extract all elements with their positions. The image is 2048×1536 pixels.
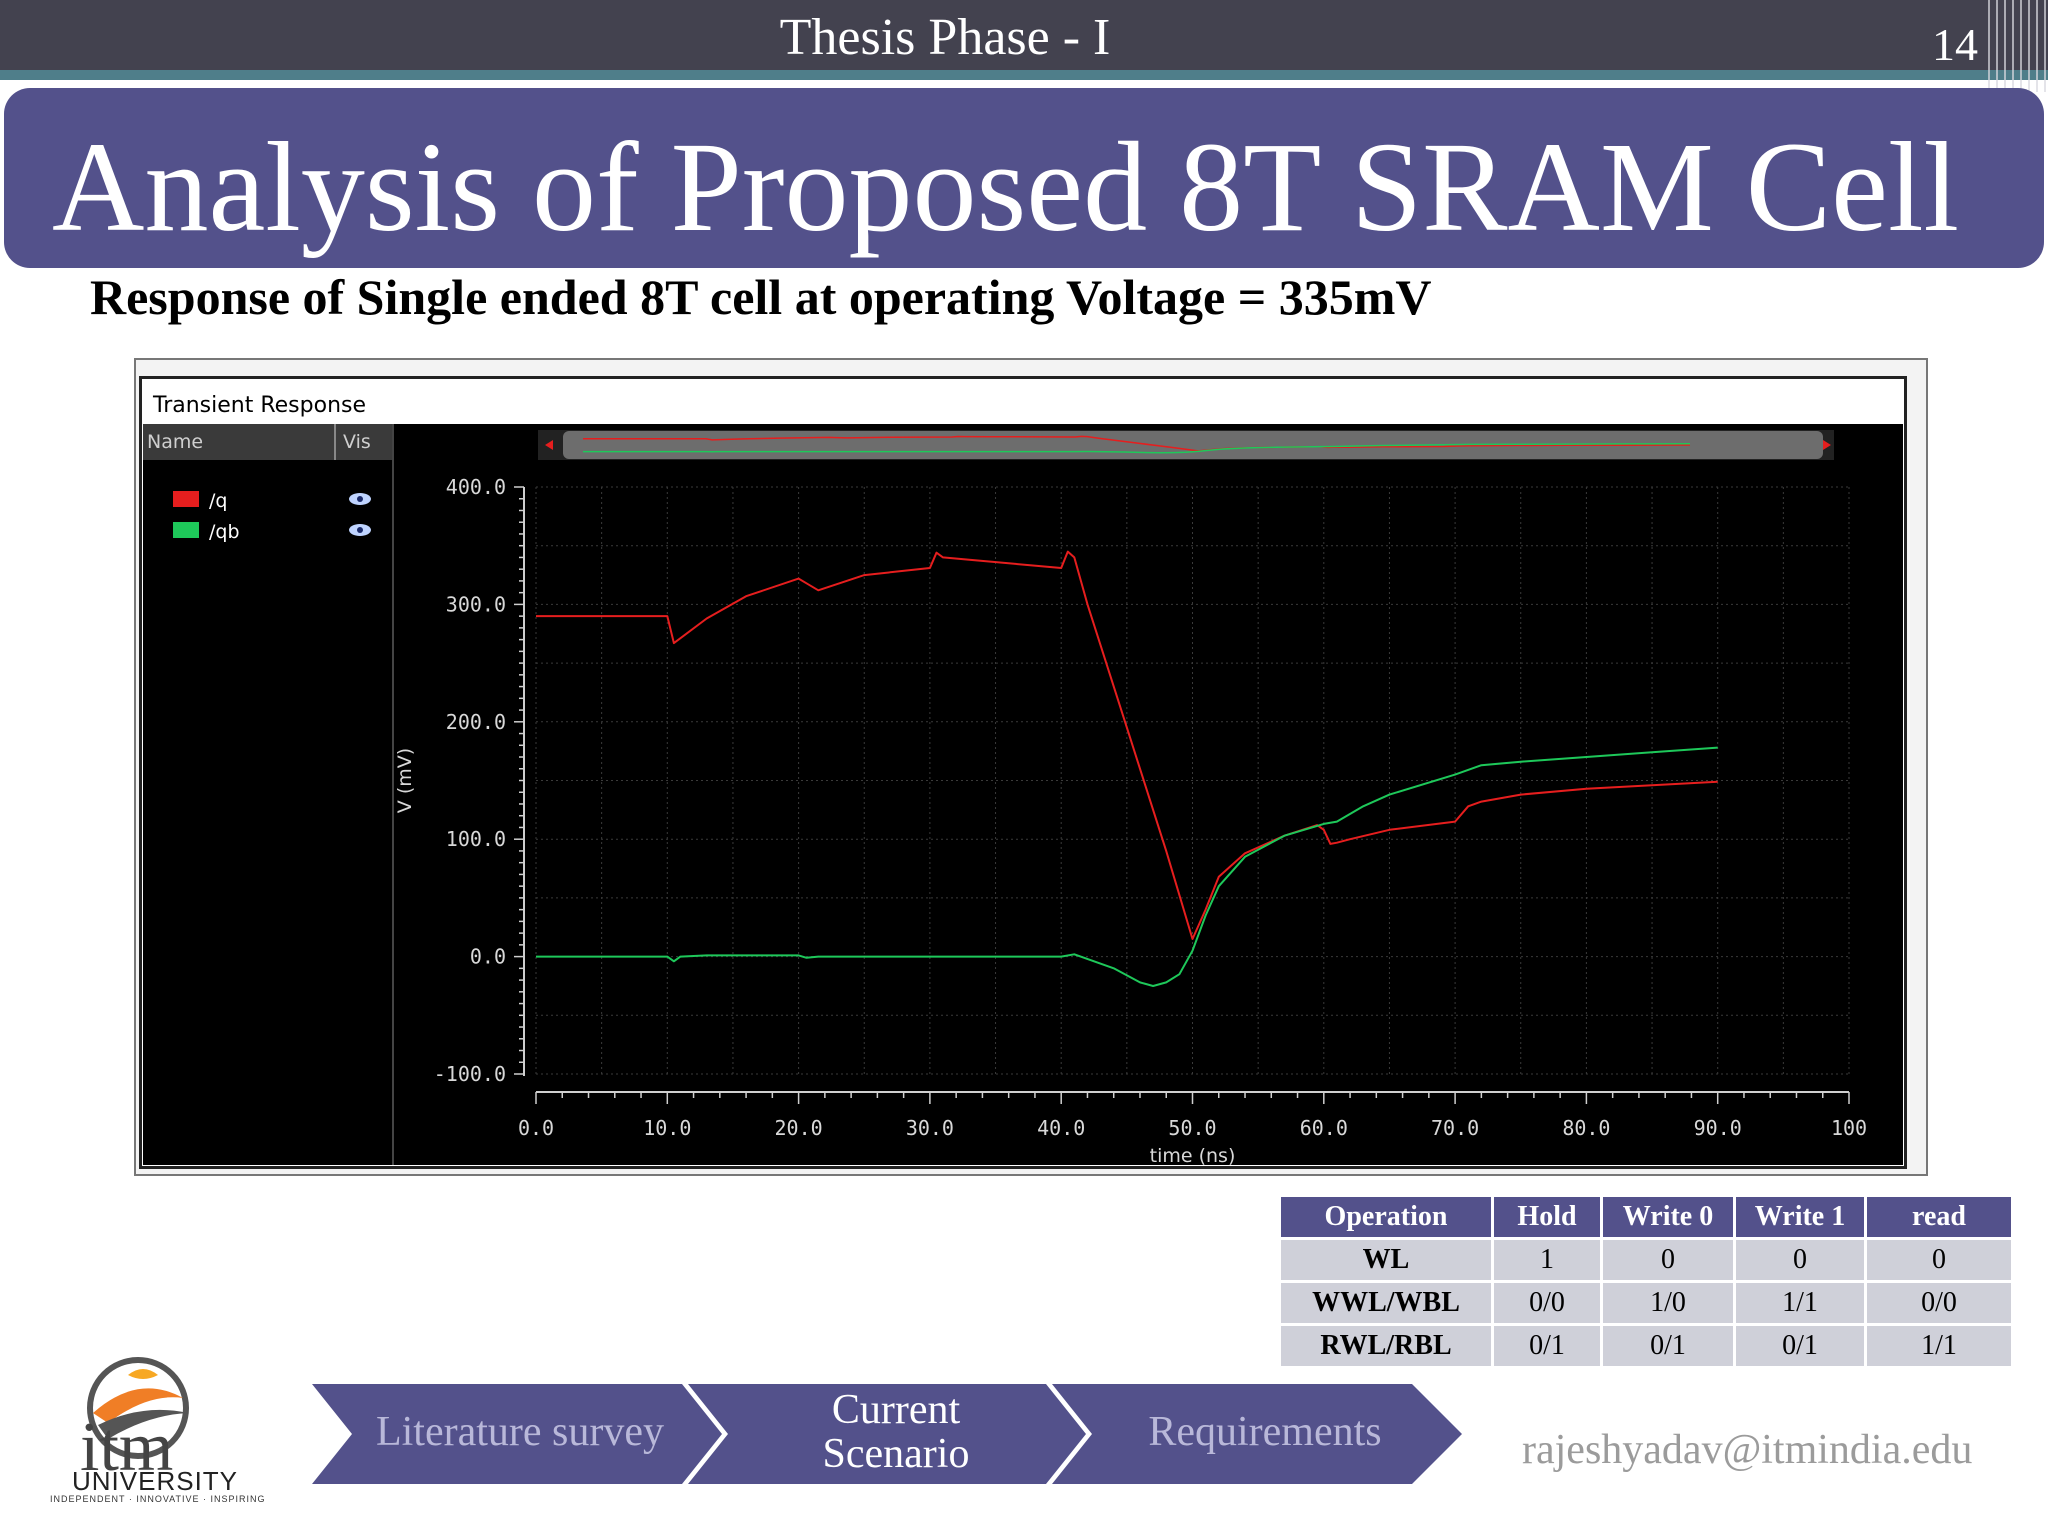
y-tick-label: 100.0 <box>446 827 506 851</box>
legend-col-vis[interactable]: Vis <box>343 431 371 453</box>
overview-line-q <box>583 435 1691 452</box>
table-cell: 1/0 <box>1603 1283 1733 1323</box>
transient-response-chart: Transient Response Name Vis /q/qb -100.0… <box>143 380 1903 1165</box>
table-cell: 1/1 <box>1736 1283 1864 1323</box>
x-tick-label: 50.0 <box>1168 1116 1216 1140</box>
x-axis-label: time (ns) <box>1150 1145 1236 1165</box>
nav-arrow-current[interactable] <box>688 1384 1086 1484</box>
table-cell: WL <box>1281 1240 1491 1280</box>
table-header-cell: read <box>1867 1197 2011 1237</box>
series-line-q <box>536 550 1718 940</box>
table-header-cell: Write 1 <box>1736 1197 1864 1237</box>
nav-label-requirements[interactable]: Requirements <box>1148 1409 1382 1455</box>
table-header-cell: Write 0 <box>1603 1197 1733 1237</box>
x-tick-label: 100 <box>1831 1116 1867 1140</box>
slide-subtitle: Response of Single ended 8T cell at oper… <box>90 269 1432 325</box>
x-tick-label: 60.0 <box>1300 1116 1348 1140</box>
legend-label: /qb <box>209 521 240 543</box>
logo-university: UNIVERSITY <box>72 1466 239 1496</box>
overview-line-qb <box>583 443 1691 454</box>
legend-col-name[interactable]: Name <box>147 431 203 453</box>
table-row: RWL/RBL 0/1 0/1 0/1 1/1 <box>1281 1326 2011 1366</box>
nav-label-literature[interactable]: Literature survey <box>375 1409 665 1455</box>
nav-label-current-line1: Current <box>831 1387 961 1433</box>
nav-arrow-requirements[interactable] <box>1052 1384 1462 1484</box>
table-row: WWL/WBL 0/0 1/0 1/1 0/0 <box>1281 1283 2011 1323</box>
logo-tagline: INDEPENDENT · INNOVATIVE · INSPIRING <box>50 1494 266 1504</box>
slide-title: Analysis of Proposed 8T SRAM Cell <box>52 116 1960 258</box>
legend-swatch <box>173 522 199 538</box>
header-stripe <box>0 70 2048 80</box>
table-cell: 0 <box>1603 1240 1733 1280</box>
table-cell: 0/0 <box>1867 1283 2011 1323</box>
header-title: Thesis Phase - I <box>779 9 1111 66</box>
series-line-qb <box>536 746 1718 987</box>
x-tick-label: 80.0 <box>1562 1116 1610 1140</box>
y-tick-label: -100.0 <box>434 1062 506 1086</box>
email-address: rajeshyadav@itmindia.edu <box>1522 1427 1973 1473</box>
table-header-cell: Hold <box>1494 1197 1600 1237</box>
table-cell: RWL/RBL <box>1281 1326 1491 1366</box>
x-tick-label: 30.0 <box>906 1116 954 1140</box>
slide-number: 14 <box>1932 19 1978 70</box>
nav-arrow-literature[interactable] <box>312 1384 722 1484</box>
x-tick-label: 70.0 <box>1431 1116 1479 1140</box>
y-tick-label: 300.0 <box>446 592 506 616</box>
table-row: WL 1 0 0 0 <box>1281 1240 2011 1280</box>
legend-header <box>143 424 393 460</box>
chart-body <box>143 424 1903 1165</box>
corner-decoration <box>1988 0 2048 92</box>
legend-swatch <box>173 491 199 507</box>
y-axis-label: V (mV) <box>394 748 416 813</box>
x-tick-label: 40.0 <box>1037 1116 1085 1140</box>
title-panel <box>4 88 2044 268</box>
table-cell: WWL/WBL <box>1281 1283 1491 1323</box>
chart-header-strip <box>143 380 1903 420</box>
table-header-row: Operation Hold Write 0 Write 1 read <box>1281 1197 2011 1237</box>
y-tick-label: 400.0 <box>446 475 506 499</box>
x-tick-label: 20.0 <box>775 1116 823 1140</box>
x-tick-label: 0.0 <box>518 1116 554 1140</box>
operation-table: Operation Hold Write 0 Write 1 read WL 1… <box>1278 1194 2014 1369</box>
table-header-cell: Operation <box>1281 1197 1491 1237</box>
table-cell: 0/1 <box>1603 1326 1733 1366</box>
eye-pupil <box>357 527 363 533</box>
table-cell: 0/1 <box>1736 1326 1864 1366</box>
table-cell: 0/0 <box>1494 1283 1600 1323</box>
table-cell: 1 <box>1494 1240 1600 1280</box>
x-tick-label: 10.0 <box>643 1116 691 1140</box>
table-cell: 0 <box>1736 1240 1864 1280</box>
header-bar <box>0 0 2048 70</box>
y-tick-label: 200.0 <box>446 710 506 734</box>
eye-pupil <box>357 496 363 502</box>
section-nav <box>312 1384 1462 1484</box>
scroll-right-arrow-icon[interactable] <box>1823 440 1831 450</box>
table-cell: 0 <box>1867 1240 2011 1280</box>
x-tick-label: 90.0 <box>1694 1116 1742 1140</box>
table-cell: 0/1 <box>1494 1326 1600 1366</box>
nav-label-current-line2: Scenario <box>822 1431 970 1477</box>
logo-wordmark: itm <box>80 1409 174 1486</box>
legend-label: /q <box>209 490 227 512</box>
nav-label-current[interactable]: Current Scenario <box>740 1388 1052 1476</box>
table-cell: 1/1 <box>1867 1326 2011 1366</box>
chart-heading: Transient Response <box>152 393 366 418</box>
scroll-left-arrow-icon[interactable] <box>545 440 553 450</box>
y-tick-label: 0.0 <box>470 945 506 969</box>
itm-logo-icon <box>87 1357 189 1459</box>
